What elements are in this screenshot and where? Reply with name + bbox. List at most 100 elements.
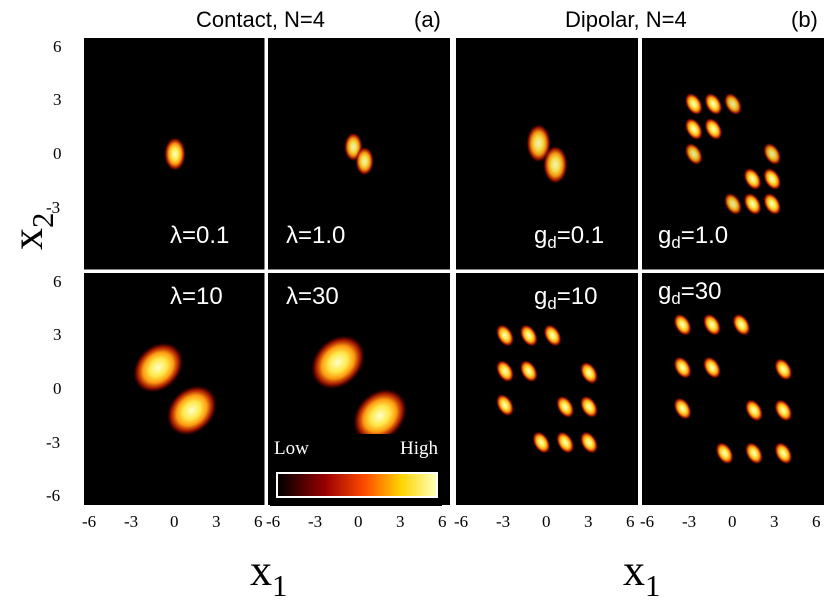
param-symbol: λ [286, 283, 298, 310]
x-tick-label: -3 [124, 512, 139, 531]
subplot-5-param-label: λ=10 [170, 283, 223, 311]
density-peak [684, 92, 703, 116]
y-tick-label: 0 [53, 144, 62, 163]
y-tick-label: 3 [53, 90, 62, 110]
density-peak [704, 92, 723, 116]
density-peak [684, 117, 703, 141]
y-axis-label-sub: 2 [25, 212, 60, 228]
param-symbol: g [534, 222, 548, 249]
x-tick-label: 3 [770, 512, 779, 531]
param-value: =10 [182, 283, 223, 310]
density-peak [774, 399, 793, 422]
x-tick-label: 0 [354, 512, 363, 531]
subplot-2-param-label: λ=1.0 [286, 222, 345, 250]
subplot-background [456, 273, 638, 505]
density-peak [496, 360, 514, 383]
density-peak [774, 442, 793, 465]
x-tick-label: 6 [438, 512, 447, 531]
density-peak [310, 334, 366, 390]
density-peak [732, 313, 751, 336]
y-tick-label: -3 [46, 432, 61, 452]
density-peak [673, 313, 692, 336]
x-axis-label-b: x1 [623, 545, 660, 604]
x-tick-label: 0 [542, 512, 551, 531]
subplot-4-param-label: gd=1.0 [658, 222, 728, 253]
density-peak [745, 399, 763, 422]
param-subscript: d [671, 233, 681, 253]
density-peak [763, 167, 782, 191]
x-tick-label: 3 [584, 512, 593, 531]
density-peak [526, 124, 551, 163]
density-peak [743, 192, 762, 216]
x-tick-label: 3 [212, 512, 221, 531]
param-value: =30 [680, 278, 722, 305]
x-tick-label: -6 [454, 512, 469, 531]
colorbar: Low High [270, 434, 442, 506]
param-symbol: g [534, 283, 548, 310]
param-symbol: λ [286, 222, 298, 249]
y-tick-label: 6 [53, 271, 62, 291]
density-peak [352, 388, 408, 444]
subplot-background [642, 38, 824, 270]
x-tick-label: -3 [682, 512, 697, 531]
param-value: =30 [298, 283, 339, 310]
x-axis-label-a-sub: 1 [272, 568, 288, 603]
x-axis-label-a-main: x [250, 546, 272, 595]
subplot-1-param-label: λ=0.1 [170, 222, 229, 250]
x-tick-label: -6 [640, 512, 655, 531]
density-peak [745, 442, 763, 465]
subplot-4 [642, 38, 824, 270]
y-tick-label: 6 [53, 36, 62, 56]
density-peak [556, 395, 575, 418]
y-axis-label: x2 [2, 213, 61, 250]
x-tick-label: 0 [728, 512, 737, 531]
density-peak [580, 431, 598, 454]
subplot-background [642, 273, 824, 505]
density-peak [703, 356, 721, 379]
x-tick-label: -6 [266, 512, 281, 531]
colorbar-low-label: Low [274, 438, 309, 459]
y-tick-label: -6 [46, 486, 61, 506]
density-peak [355, 146, 374, 176]
density-peak [519, 360, 538, 383]
subplot-7-param-label: gd=10 [534, 283, 597, 314]
x-tick-label: 0 [170, 512, 179, 531]
x-tick-label: -3 [308, 512, 323, 531]
density-peak [703, 313, 721, 336]
x-axis-label-b-main: x [623, 546, 645, 595]
density-peak [673, 356, 692, 379]
colorbar-gradient [276, 472, 438, 498]
y-axis-label-main: x [3, 228, 52, 250]
density-peak [496, 324, 514, 347]
panel-a-letter: (a) [414, 7, 441, 32]
density-peak [743, 167, 762, 191]
x-axis-label-a: x1 [250, 545, 287, 604]
subplot-3 [456, 38, 638, 270]
param-value: =0.1 [182, 222, 230, 249]
param-symbol: λ [170, 283, 182, 310]
density-peak [580, 361, 598, 385]
param-subscript: d [547, 294, 557, 314]
param-subscript: d [671, 289, 681, 309]
subplot-1 [84, 38, 266, 270]
y-tick-label: 3 [53, 325, 62, 345]
param-value: =10 [556, 283, 598, 310]
density-peak [724, 192, 742, 216]
density-peak [532, 431, 551, 454]
subplot-8 [642, 273, 824, 505]
density-peak [774, 358, 793, 381]
param-value: =0.1 [556, 222, 605, 249]
panel-b-title: Dipolar, N=4 [565, 7, 687, 32]
density-peak [519, 324, 538, 347]
colorbar-high-label: High [400, 438, 438, 459]
param-symbol: g [658, 278, 672, 305]
density-peak [543, 145, 568, 184]
panel-b-letter: (b) [791, 7, 818, 32]
density-peak [580, 395, 598, 418]
density-peak [673, 397, 692, 420]
x-tick-label: 6 [812, 512, 821, 531]
subplot-background [84, 273, 266, 505]
param-subscript: d [547, 233, 557, 253]
x-tick-label: -3 [496, 512, 511, 531]
